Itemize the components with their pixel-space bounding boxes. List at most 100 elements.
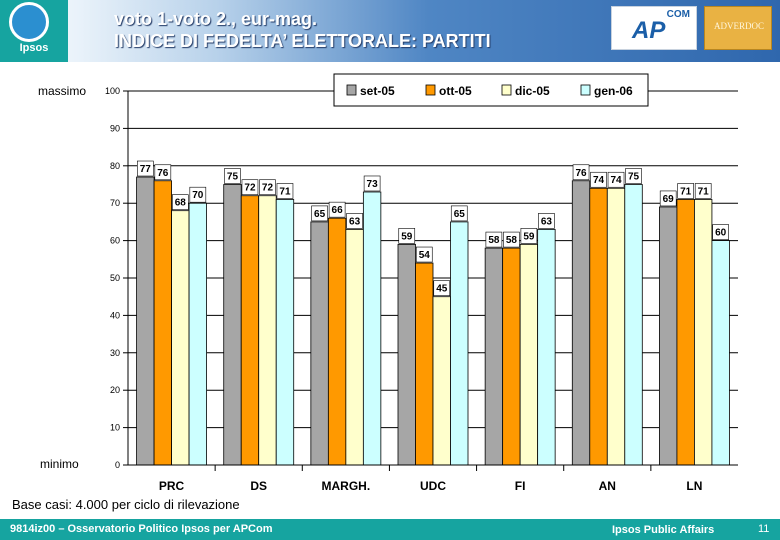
bar xyxy=(711,240,730,466)
data-label: 71 xyxy=(698,186,710,197)
loyalty-bar-chart: 77 76 68 70 75 72 72 71 65 66 63 73 59 54 45 65 58 58 59 63… xyxy=(38,73,738,493)
page-number: 11 xyxy=(758,523,770,535)
bar xyxy=(171,210,190,466)
data-label-box xyxy=(694,183,712,199)
footer-right-text: Ipsos Public Affairs xyxy=(612,524,715,536)
data-label: 58 xyxy=(506,235,518,246)
footer-left-text: 9814iz00 – Osservatorio Politico Ipsos p… xyxy=(10,523,273,535)
legend-swatch xyxy=(425,84,436,96)
y-tick-label: 70 xyxy=(110,198,120,208)
legend-swatch xyxy=(346,84,357,96)
bar xyxy=(519,243,539,466)
category-label: UDC xyxy=(420,479,446,493)
data-label: 63 xyxy=(541,216,553,227)
bar xyxy=(327,217,347,466)
data-label-box xyxy=(625,168,642,184)
data-label: 71 xyxy=(279,186,291,197)
category-label: MARGH. xyxy=(322,479,371,493)
data-label: 74 xyxy=(610,175,622,186)
y-tick-label: 90 xyxy=(110,123,120,133)
y-tick-label: 30 xyxy=(110,348,120,358)
bar xyxy=(624,184,643,466)
data-label-box xyxy=(659,190,677,207)
bar xyxy=(362,191,382,466)
data-label: 65 xyxy=(454,209,466,220)
legend-entry: set-05 xyxy=(360,84,395,98)
data-label-box xyxy=(485,231,503,248)
data-label: 69 xyxy=(663,194,675,205)
data-label-box xyxy=(172,194,189,210)
bar xyxy=(659,206,678,466)
bar xyxy=(589,187,608,466)
adverdoc-logo: ADVERDOC xyxy=(704,6,772,50)
bar xyxy=(676,199,695,466)
data-label-box xyxy=(677,183,694,199)
data-label: 76 xyxy=(157,168,169,179)
footer-bar: 9814iz00 – Osservatorio Politico Ipsos p… xyxy=(0,519,780,540)
adverdoc-logo-text: ADVERDOC xyxy=(713,21,764,31)
y-tick-label: 100 xyxy=(105,86,120,96)
bar xyxy=(310,221,329,466)
bar xyxy=(432,296,451,466)
data-label: 72 xyxy=(262,183,274,194)
y-tick-label: 50 xyxy=(110,273,120,283)
data-label: 59 xyxy=(401,231,413,242)
legend-box xyxy=(333,73,649,107)
bar xyxy=(502,247,521,466)
data-label: 68 xyxy=(175,198,187,209)
data-label-box xyxy=(538,213,555,229)
slide-title-line1: voto 1-voto 2., eur-mag. xyxy=(114,9,318,29)
data-label: 54 xyxy=(419,250,431,261)
legend-entry: dic-05 xyxy=(515,84,550,98)
legend-entry: ott-05 xyxy=(439,84,472,98)
data-label: 59 xyxy=(523,231,535,242)
data-labels: 77 76 68 70 75 72 72 71 65 66 63 73 59 54 45 65 58 58 59 63… xyxy=(137,160,729,297)
data-label-box xyxy=(520,228,538,244)
bar xyxy=(537,228,556,466)
data-label-box xyxy=(346,213,363,229)
apcom-logo-com: COM xyxy=(666,9,690,20)
slide-title-line2: INDICE DI FEDELTA’ ELETTORALE: PARTITI xyxy=(114,31,491,51)
legend-entry: gen-06 xyxy=(594,84,633,98)
bar xyxy=(153,180,172,466)
y-tick-label: 0 xyxy=(115,460,120,470)
category-label: PRC xyxy=(159,479,185,493)
bar xyxy=(415,262,434,466)
data-label: 45 xyxy=(436,284,448,295)
data-label: 72 xyxy=(244,183,256,194)
bar xyxy=(223,184,242,466)
data-label: 71 xyxy=(680,186,692,197)
data-label-box xyxy=(607,171,625,188)
ipsos-logo-circle xyxy=(9,2,49,42)
data-label: 77 xyxy=(140,164,152,175)
y-bottom-label: minimo xyxy=(40,457,79,471)
data-label-box xyxy=(503,231,520,248)
bar xyxy=(606,187,626,466)
bar xyxy=(450,221,469,466)
data-label: 58 xyxy=(488,235,500,246)
data-label-box xyxy=(433,280,451,297)
ipsos-logo: Ipsos xyxy=(0,0,68,62)
category-label: DS xyxy=(250,479,267,493)
y-tick-label: 60 xyxy=(110,236,120,246)
data-label: 76 xyxy=(575,168,587,179)
data-label: 74 xyxy=(593,175,605,186)
bar xyxy=(258,195,277,466)
data-label: 65 xyxy=(314,209,326,220)
data-label-box xyxy=(572,164,590,181)
bar xyxy=(397,243,416,466)
data-label-box xyxy=(398,228,416,244)
data-label: 75 xyxy=(628,172,640,183)
data-label-box xyxy=(189,186,207,203)
category-label: LN xyxy=(686,479,702,493)
legend: set-05 ott-05 dic-05 gen-06 xyxy=(333,73,649,107)
bar xyxy=(345,228,364,466)
legend-swatch xyxy=(580,84,591,96)
bar xyxy=(694,199,713,466)
data-label: 63 xyxy=(349,216,361,227)
data-label-box xyxy=(415,246,433,263)
apcom-logo: COM AP xyxy=(611,6,697,50)
data-label-box xyxy=(450,205,468,222)
data-label: 73 xyxy=(367,179,379,190)
y-tick-label: 40 xyxy=(110,310,120,320)
